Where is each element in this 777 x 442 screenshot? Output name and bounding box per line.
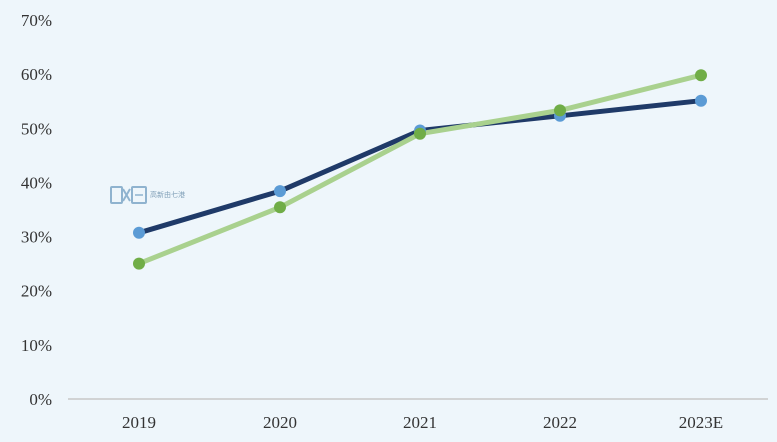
watermark-logo: 高新由七港 (110, 186, 185, 204)
y-tick-label: 50% (21, 119, 52, 138)
watermark-text: 高新由七港 (150, 190, 185, 199)
y-tick-label: 0% (29, 390, 52, 409)
y-tick-label: 10% (21, 336, 52, 355)
x-tick-label: 2019 (122, 413, 156, 432)
x-tick-label: 2022 (543, 413, 577, 432)
x-tick-label: 2020 (263, 413, 297, 432)
series-2-point (274, 201, 286, 214)
series-1-line (136, 98, 704, 236)
series-2-point (414, 127, 426, 140)
series-2-line (136, 72, 704, 267)
series-2-point (133, 257, 145, 270)
series-1-point (695, 94, 707, 107)
y-tick-label: 20% (21, 282, 52, 301)
x-axis-ticks: 2019 2020 2021 2022 2023E (122, 413, 723, 432)
y-axis-ticks: 0% 10% 20% 30% 40% 50% 60% 70% (21, 11, 52, 409)
series-2-point (554, 104, 566, 117)
x-tick-label: 2021 (403, 413, 437, 432)
series-1-point (133, 226, 145, 239)
y-tick-label: 40% (21, 173, 52, 192)
x-tick-label: 2023E (679, 413, 723, 432)
y-tick-label: 60% (21, 65, 52, 84)
series-layer (133, 69, 707, 270)
series-1-point (274, 185, 286, 198)
y-tick-label: 70% (21, 11, 52, 30)
series-2-point (695, 69, 707, 82)
y-tick-label: 30% (21, 228, 52, 247)
